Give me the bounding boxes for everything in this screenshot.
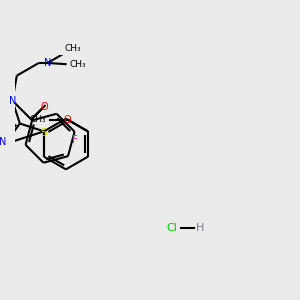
Text: N: N	[44, 58, 51, 68]
Text: F: F	[72, 135, 77, 145]
Text: N: N	[0, 136, 7, 147]
Text: H: H	[196, 223, 204, 232]
Text: O: O	[64, 115, 71, 125]
Text: CH₃: CH₃	[64, 44, 81, 52]
Text: CH₃: CH₃	[69, 60, 86, 69]
Text: CH₃: CH₃	[30, 115, 46, 124]
Text: S: S	[41, 128, 47, 138]
Text: O: O	[40, 101, 48, 112]
Text: N: N	[9, 96, 16, 106]
Text: Cl: Cl	[167, 223, 177, 232]
